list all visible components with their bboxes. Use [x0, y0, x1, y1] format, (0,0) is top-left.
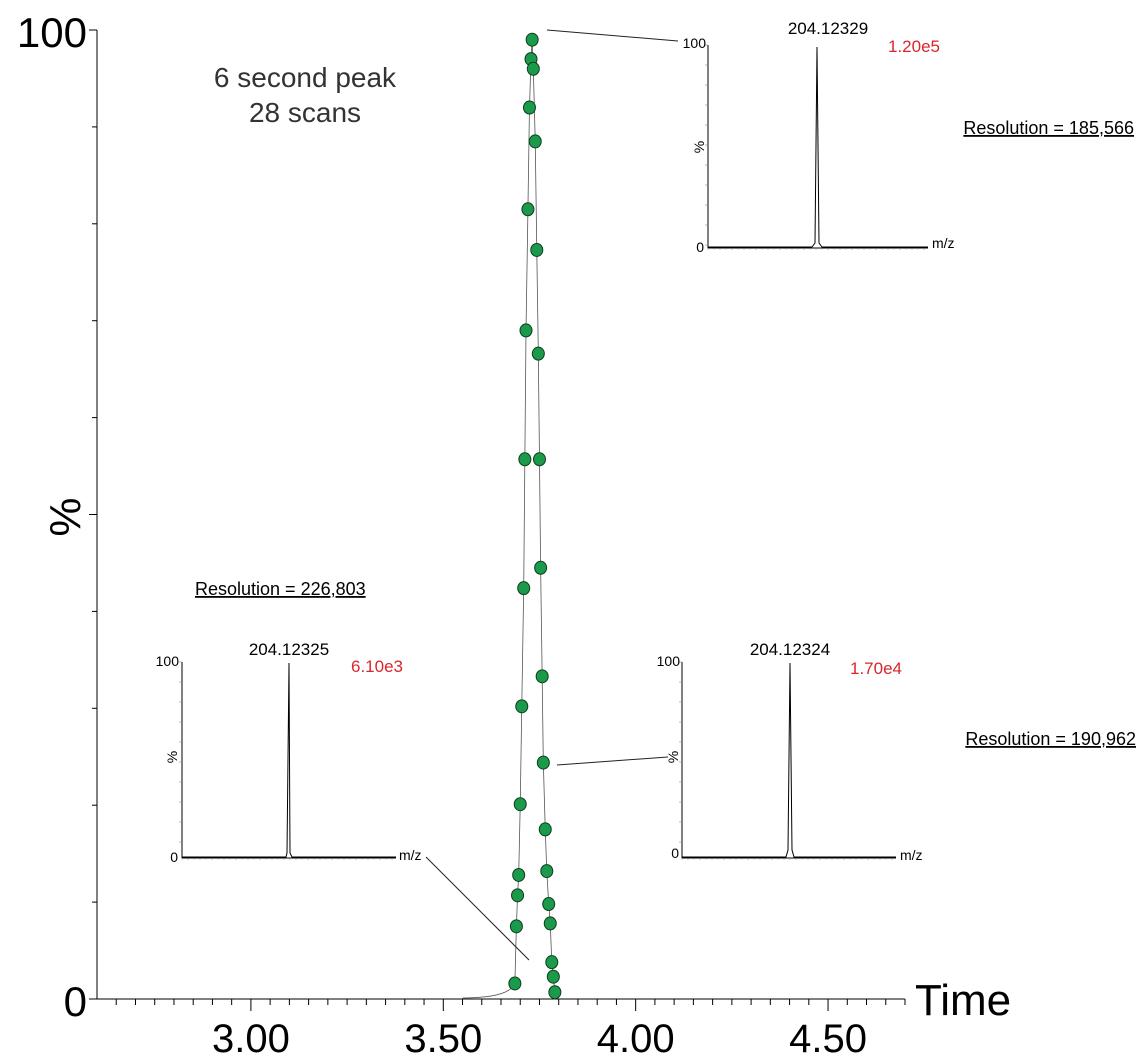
scan-point: [545, 955, 559, 970]
main-axes: [89, 29, 906, 1011]
inset-left-peak: [182, 662, 396, 858]
inset-right-mz: 204.12324: [750, 640, 830, 659]
scan-point: [517, 581, 531, 596]
scan-point: [546, 969, 560, 984]
callout-lines: [425, 29, 679, 961]
scan-point: [526, 61, 540, 76]
callout-line-right: [556, 756, 669, 766]
inset-left-x-label: m/z: [399, 847, 422, 863]
x-tick-label: 3.50: [404, 1017, 482, 1057]
scan-point: [525, 32, 539, 47]
inset-right-y-label: %: [665, 751, 681, 763]
scan-point: [542, 897, 556, 912]
inset-top-resolution: Resolution = 185,566: [963, 118, 1134, 138]
inset-right-intensity: 1.70e4: [850, 659, 902, 678]
y-tick-label-0: 0: [64, 978, 87, 1025]
inset-right-x-label: m/z: [900, 847, 923, 863]
inset-top-y-bottom: 0: [696, 239, 704, 255]
x-tick-labels: 3.00 3.50 4.00 4.50: [212, 1017, 867, 1057]
scan-point: [532, 452, 546, 467]
x-tick-label: 3.00: [212, 1017, 290, 1057]
inset-left-y-bottom: 0: [170, 849, 178, 865]
scan-point: [519, 323, 533, 338]
peak-annotation-line-1: 6 second peak: [214, 62, 397, 93]
inset-left-intensity: 6.10e3: [351, 657, 403, 676]
inset-left-mz: 204.12325: [249, 640, 329, 659]
scan-point: [508, 976, 522, 991]
peak-annotation-line-2: 28 scans: [249, 97, 361, 128]
chromatogram-trace: [462, 39, 560, 999]
scan-point: [540, 864, 554, 879]
callout-line-left: [425, 856, 530, 961]
scan-point: [518, 452, 532, 467]
inset-spectrum-left: 100 0 % m/z 204.12325 6.10e3 Resolution …: [156, 579, 422, 865]
scan-point: [522, 100, 536, 115]
inset-top-mz: 204.12329: [788, 19, 868, 38]
inset-top-x-label: m/z: [932, 235, 955, 251]
callout-line-top: [546, 29, 679, 42]
scan-point: [543, 916, 557, 931]
scan-point: [512, 867, 526, 882]
scan-point: [538, 822, 552, 837]
scan-point: [509, 919, 523, 934]
scan-point: [515, 699, 529, 714]
scan-point: [521, 202, 535, 217]
inset-top-y-top: 100: [683, 35, 707, 51]
inset-left-y-top: 100: [156, 653, 180, 669]
scan-point: [536, 755, 550, 770]
inset-right-y-bottom: 0: [671, 845, 679, 861]
inset-right-peak: [682, 662, 896, 858]
x-tick-label: 4.00: [597, 1017, 675, 1057]
scan-point: [534, 560, 548, 575]
scan-point: [511, 888, 525, 903]
x-tick-label: 4.50: [789, 1017, 867, 1057]
inset-left-y-label: %: [164, 751, 180, 763]
inset-left-resolution: Resolution = 226,803: [195, 579, 366, 599]
inset-spectrum-top: 100 0 % m/z 204.12329 1.20e5 Resolution …: [683, 19, 1134, 255]
scan-point: [548, 985, 562, 1000]
scan-point: [530, 242, 544, 257]
y-tick-label-100: 100: [17, 9, 87, 56]
y-axis-title: %: [41, 497, 90, 536]
scan-points: [508, 32, 562, 1000]
inset-spectrum-right: 100 0 % m/z 204.12324 1.70e4 Resolution …: [657, 640, 1136, 863]
scan-point: [528, 134, 542, 149]
scan-point: [535, 669, 549, 684]
trace-line: [462, 39, 560, 999]
inset-right-y-top: 100: [657, 653, 681, 669]
x-axis-title: Time: [915, 976, 1011, 1025]
inset-top-intensity: 1.20e5: [888, 37, 940, 56]
scan-point: [531, 346, 545, 361]
scan-point: [513, 797, 527, 812]
inset-right-resolution: Resolution = 190,962: [965, 729, 1136, 749]
inset-top-y-label: %: [691, 141, 707, 153]
inset-top-peak: [708, 46, 928, 248]
